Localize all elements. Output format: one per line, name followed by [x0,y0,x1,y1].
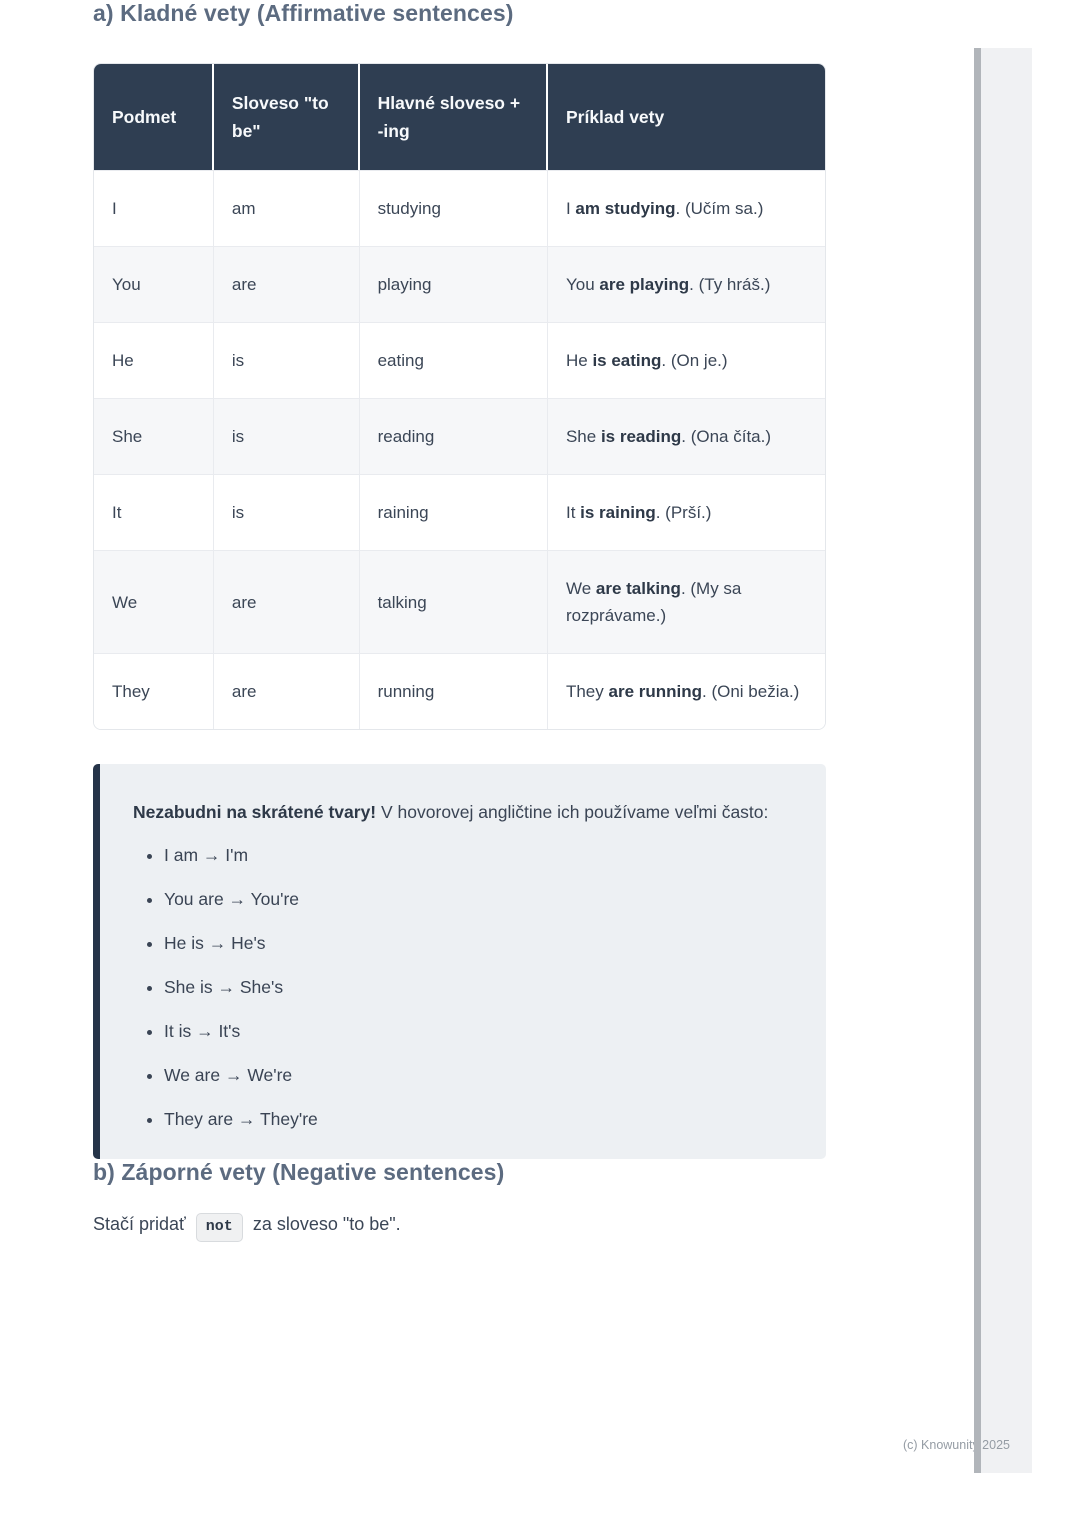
list-item: It is → It's [164,1018,791,1045]
example-bold: are running [608,682,703,701]
scrollbar-thumb[interactable] [974,48,981,1473]
cell-tobe: are [213,246,360,322]
cell-example: He is eating. (On je.) [547,322,825,398]
copyright-text: (c) Knowunity 2025 [902,1438,1010,1452]
example-bold: is raining [580,503,656,522]
cell-example: They are running. (Oni bežia.) [547,653,825,729]
list-item: They are → They're [164,1106,791,1133]
contractions-list: I am → I'm You are → You're He is → He's… [133,842,791,1133]
table-row: It is raining It is raining. (Prší.) [94,474,825,550]
example-bold: is reading [600,427,682,446]
cell-tobe: is [213,474,360,550]
cell-subject: We [94,550,214,653]
example-prefix: We [565,579,596,598]
instruction-after: za sloveso "to be". [247,1214,401,1234]
column-header-subject: Podmet [94,64,214,170]
table-row: We are talking We are talking. (My sa ro… [94,550,825,653]
conjugation-table: Podmet Sloveso "to be" Hlavné sloveso + … [93,63,826,730]
example-bold: are talking [595,579,681,598]
negative-instruction: Stačí pridať not za sloveso "to be". [93,1210,826,1242]
example-prefix: They [565,682,609,701]
section-heading-negative: b) Záporné vety (Negative sentences) [93,1159,505,1185]
table-row: I am studying I am studying. (Učím sa.) [94,170,825,246]
list-item: She is → She's [164,974,791,1001]
cell-ing: eating [359,322,548,398]
cell-tobe: are [213,550,360,653]
example-suffix: . (Oni bežia.) [702,682,800,701]
example-prefix: He [565,351,593,370]
list-item: You are → You're [164,886,791,913]
column-header-ing: Hlavné sloveso + -ing [359,64,548,170]
example-suffix: . (Ty hráš.) [689,275,771,294]
cell-tobe: are [213,653,360,729]
callout-intro-line: Nezabudni na skrátené tvary! V hovorovej… [133,794,791,830]
example-bold: am studying [575,199,676,218]
cell-tobe: am [213,170,360,246]
list-item: We are → We're [164,1062,791,1089]
cell-example: It is raining. (Prší.) [547,474,825,550]
cell-ing: talking [359,550,548,653]
callout-intro: V hovorovej angličtine ich používame veľ… [376,802,769,822]
cell-subject: He [94,322,214,398]
callout-title: Nezabudni na skrátené tvary! [133,802,377,822]
example-prefix: I [565,199,576,218]
cell-ing: playing [359,246,548,322]
note-callout: Nezabudni na skrátené tvary! V hovorovej… [93,764,826,1159]
example-suffix: . (On je.) [661,351,728,370]
example-prefix: You [565,275,600,294]
example-bold: are playing [599,275,690,294]
cell-subject: I [94,170,214,246]
code-chip-not: not [195,1213,243,1242]
column-header-example: Príklad vety [547,64,825,170]
cell-subject: She [94,398,214,474]
cell-subject: They [94,653,214,729]
cell-ing: raining [359,474,548,550]
document-page: a) Kladné vety (Affirmative sentences) P… [93,0,826,1242]
table-header-row: Podmet Sloveso "to be" Hlavné sloveso + … [94,64,825,170]
list-item: I am → I'm [164,842,791,869]
cell-ing: studying [359,170,548,246]
table-row: You are playing You are playing. (Ty hrá… [94,246,825,322]
cell-subject: You [94,246,214,322]
table-row: He is eating He is eating. (On je.) [94,322,825,398]
example-bold: is eating [592,351,662,370]
instruction-before: Stačí pridať [93,1214,191,1234]
cell-example: I am studying. (Učím sa.) [547,170,825,246]
cell-ing: running [359,653,548,729]
list-item: He is → He's [164,930,791,957]
cell-example: You are playing. (Ty hráš.) [547,246,825,322]
table-row: She is reading She is reading. (Ona číta… [94,398,825,474]
example-prefix: She [565,427,601,446]
section-heading-affirmative: a) Kladné vety (Affirmative sentences) [93,0,514,26]
cell-tobe: is [213,322,360,398]
example-suffix: . (My sa rozprávame.) [565,579,742,625]
table-row: They are running They are running. (Oni … [94,653,825,729]
cell-ing: reading [359,398,548,474]
column-header-tobe: Sloveso "to be" [213,64,360,170]
cell-example: She is reading. (Ona číta.) [547,398,825,474]
cell-tobe: is [213,398,360,474]
cell-subject: It [94,474,214,550]
cell-example: We are talking. (My sa rozprávame.) [547,550,825,653]
example-suffix: . (Učím sa.) [675,199,764,218]
example-suffix: . (Ona číta.) [681,427,772,446]
page-edge-panel [981,48,1032,1473]
example-suffix: . (Prší.) [655,503,712,522]
example-prefix: It [565,503,581,522]
